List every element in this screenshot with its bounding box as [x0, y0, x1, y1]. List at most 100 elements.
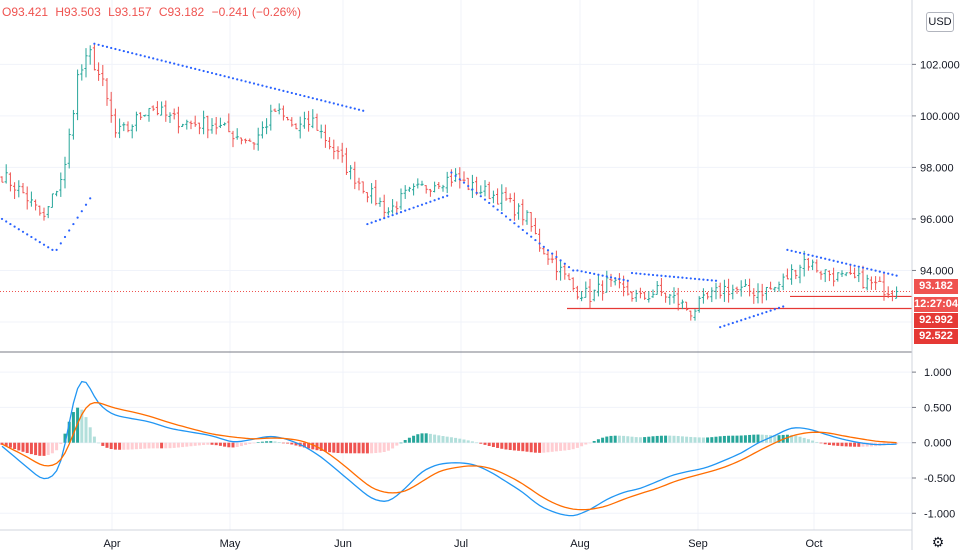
macd-pane[interactable] [0, 380, 899, 517]
sar-dot [399, 211, 403, 214]
sar-dot [160, 59, 163, 62]
histogram-bar [445, 436, 449, 443]
histogram-bar [428, 433, 432, 443]
ohlc-bar [580, 291, 584, 302]
sar-dot [265, 85, 268, 88]
histogram-bar [202, 442, 206, 445]
ohlc-bar [197, 122, 201, 135]
histogram-bar [798, 436, 802, 443]
ohlc-bar [605, 270, 609, 293]
ohlc-bar [357, 177, 361, 191]
ohlc-bar [769, 281, 773, 290]
ohlc-bar [336, 146, 340, 160]
histogram-bar [319, 442, 323, 451]
ohlc-bar [764, 286, 768, 301]
sar-dot [702, 278, 705, 281]
level1-tag: 92.992 [914, 313, 958, 328]
sar-dot [639, 272, 642, 275]
histogram-bar [794, 435, 798, 443]
ohlc-bar [160, 101, 164, 116]
currency-button[interactable]: USD [926, 12, 954, 32]
sar-dot [777, 306, 781, 309]
sar-dot [336, 103, 340, 106]
histogram-bar [441, 436, 445, 443]
sar-dot [68, 229, 71, 232]
sar-dot [551, 252, 554, 255]
ohlc-bar [252, 142, 256, 150]
histogram-bar [714, 436, 718, 443]
ohlc-bar [483, 180, 487, 197]
ohlc-bar [878, 276, 882, 282]
ohlc-bar [790, 264, 794, 285]
histogram-bar [382, 442, 386, 452]
time-tick-label: Jun [334, 538, 352, 550]
histogram-bar [323, 442, 327, 452]
sar-dot [97, 43, 100, 46]
ohlc-bar [664, 292, 668, 303]
histogram-bar [756, 434, 760, 443]
sar-dot [198, 68, 201, 72]
price-tick-label: 98.000 [920, 162, 954, 174]
sar-dot [219, 74, 222, 77]
sar-dot [345, 105, 348, 108]
histogram-bar [613, 435, 617, 443]
sar-dot [698, 278, 701, 281]
sar-dot [790, 249, 793, 252]
ohlc-bar [378, 197, 382, 207]
ohlc-bar [840, 270, 844, 278]
ohlc-bar [164, 100, 168, 122]
histogram-bar [357, 442, 361, 454]
histogram-bar [605, 436, 609, 443]
sar-dot [320, 99, 323, 102]
price-axis[interactable]: 102.000 100.000 98.000 96.000 94.000 [912, 59, 960, 277]
sar-dot [504, 215, 508, 218]
macd-histogram [0, 407, 899, 456]
histogram-bar [865, 442, 869, 447]
ohlc-bar [609, 273, 613, 287]
histogram-bar [659, 435, 663, 443]
sar-dot [450, 171, 453, 174]
histogram-bar [895, 442, 899, 445]
sar-dot [181, 64, 184, 67]
histogram-bar [84, 417, 88, 443]
ohlc-bar [59, 172, 63, 197]
sar-dot [866, 267, 869, 270]
histogram-bar [588, 442, 592, 444]
ohlc-bar [151, 105, 155, 112]
ohlc-bar [277, 103, 281, 115]
sar-dot [748, 316, 751, 319]
sar-dot [735, 320, 739, 323]
sar-dot [294, 92, 298, 96]
histogram-bar [365, 442, 369, 454]
ohlc-bar [832, 267, 836, 287]
sar-dot [332, 102, 335, 105]
histogram-bar [601, 437, 605, 443]
legend-low: L93.157 [108, 5, 152, 19]
price-pane[interactable] [0, 42, 912, 329]
sar-dot [324, 100, 327, 103]
histogram-bar [466, 440, 470, 443]
sar-dot [278, 88, 281, 91]
sar-dot [819, 256, 823, 259]
price-tick-label: 100.000 [920, 111, 960, 123]
sar-dot [47, 246, 50, 249]
ohlc-bar [118, 118, 122, 139]
gear-icon[interactable]: ⚙ [931, 534, 945, 550]
ohlc-bar [105, 77, 109, 106]
macd-axis[interactable]: 1.000 0.500 0.000 -0.500 -1.000 [912, 367, 955, 520]
ohlc-bar [13, 182, 17, 200]
histogram-bar [403, 440, 407, 443]
time-axis[interactable]: Apr May Jun Jul Aug Sep Oct [103, 538, 822, 550]
ohlc-bar [55, 190, 59, 197]
sar-dot [76, 216, 79, 219]
ohlc-bar [722, 279, 726, 302]
histogram-bar [29, 442, 33, 455]
histogram-bar [827, 442, 831, 445]
sar-dot [593, 272, 596, 275]
ohlc-bar [109, 91, 113, 123]
sar-dot [710, 279, 713, 282]
histogram-bar [328, 442, 332, 453]
sar-dot [21, 230, 25, 233]
sar-dot [538, 242, 541, 245]
